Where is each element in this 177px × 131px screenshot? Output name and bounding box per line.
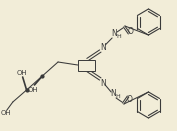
Text: N: N [100, 42, 106, 51]
Text: N: N [100, 78, 106, 88]
Text: O: O [127, 94, 133, 103]
Text: H: H [116, 94, 120, 100]
Text: OH: OH [27, 87, 38, 93]
Text: N: N [111, 29, 117, 39]
Text: H: H [117, 34, 121, 39]
Text: OH: OH [1, 110, 11, 116]
Text: Abs: Abs [81, 62, 92, 67]
Text: OH: OH [16, 70, 27, 76]
Text: O: O [128, 26, 134, 36]
Text: N: N [110, 89, 116, 99]
FancyBboxPatch shape [78, 59, 95, 70]
